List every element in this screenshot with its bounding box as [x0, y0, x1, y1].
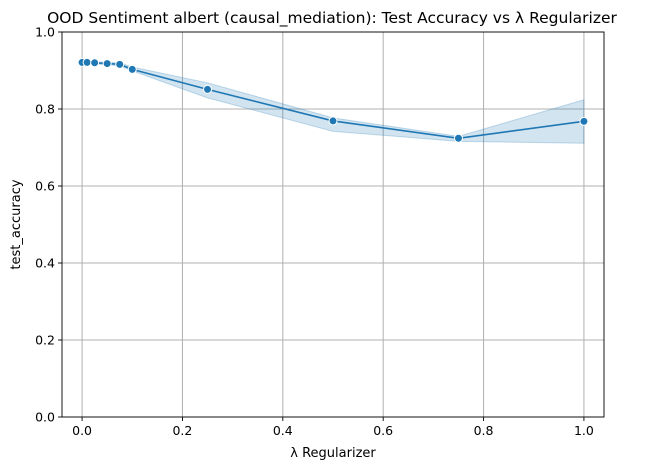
y-tick-label: 0.6 — [35, 179, 55, 194]
data-point — [579, 116, 589, 126]
data-point — [90, 58, 100, 68]
plot-frame — [61, 31, 605, 418]
chart-title: OOD Sentiment albert (causal_mediation):… — [47, 9, 617, 28]
x-tick-label: 0.2 — [172, 423, 192, 438]
grid — [62, 31, 604, 418]
data-point — [328, 116, 338, 126]
y-axis-label: test_accuracy — [9, 179, 24, 269]
y-tick-label: 0.8 — [35, 102, 55, 117]
x-tick-label: 0.8 — [474, 423, 494, 438]
y-tick-label: 0.0 — [35, 410, 55, 425]
data-point — [102, 59, 112, 69]
y-tick-label: 0.4 — [35, 256, 55, 271]
x-tick-label: 1.0 — [574, 423, 594, 438]
data-point — [82, 57, 92, 67]
data-point — [203, 84, 213, 94]
data-point — [453, 133, 463, 143]
x-tick-label: 0.0 — [72, 423, 92, 438]
y-tick-label: 1.0 — [35, 25, 55, 40]
axis-ticks: 0.0 0.2 0.4 0.6 0.8 1.0 0.0 0.2 0.4 0.6 0.8 1.0 — [35, 25, 594, 439]
y-tick-label: 0.2 — [35, 333, 55, 348]
x-tick-label: 0.6 — [373, 423, 393, 438]
data-point — [115, 59, 125, 69]
x-tick-label: 0.4 — [273, 423, 293, 438]
data-point — [127, 64, 137, 74]
marker-layer — [77, 57, 589, 143]
x-axis-label: λ Regularizer — [290, 446, 376, 461]
